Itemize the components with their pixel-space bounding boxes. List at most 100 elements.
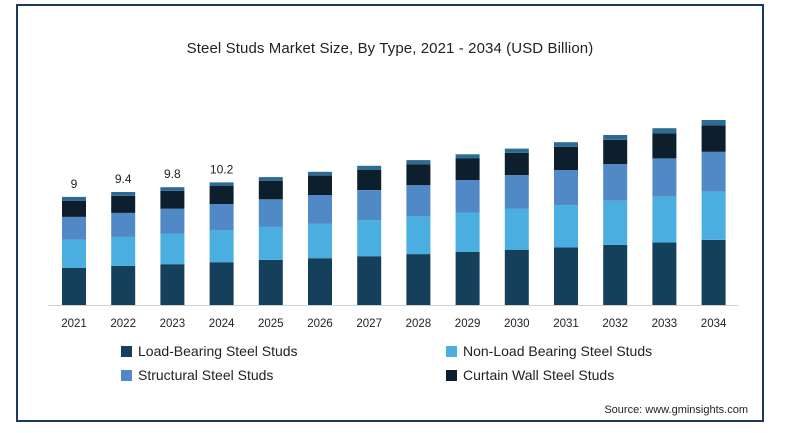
bar-segment-2030-0: [504, 249, 529, 305]
bar-segment-2021-0: [62, 267, 86, 305]
bar-segment-2024-1: [209, 230, 234, 263]
bar-segment-2030-1: [504, 208, 529, 250]
bar-segment-2029-3: [455, 158, 480, 181]
bar-segment-2033-0: [652, 242, 677, 305]
x-tick-2027: 2027: [356, 318, 382, 330]
x-tick-2033: 2033: [652, 318, 678, 330]
bar-segment-2025-4: [258, 177, 283, 181]
legend-item: Non-Load Bearing Steel Studs: [446, 343, 652, 359]
bar-segment-2027-1: [357, 220, 382, 257]
bar-segment-2021-3: [62, 200, 86, 217]
bar-segment-2022-1: [111, 236, 136, 266]
legend-label: Non-Load Bearing Steel Studs: [463, 343, 653, 359]
legend-swatch: [121, 369, 132, 381]
legend-swatch: [446, 369, 457, 381]
bar-segment-2030-3: [504, 152, 529, 176]
bar-segment-2026-2: [308, 195, 332, 224]
bar-segment-2023-2: [160, 208, 185, 234]
bar-segment-2028-1: [406, 216, 431, 255]
x-tick-2021: 2021: [61, 318, 87, 330]
bar-segment-2028-3: [406, 164, 431, 186]
bar-segment-2034-2: [701, 151, 726, 192]
bar-segment-2027-3: [357, 169, 382, 191]
bar-segment-2033-3: [652, 133, 677, 159]
bar-segment-2025-2: [258, 199, 283, 227]
bar-segment-2021-4: [62, 196, 86, 201]
bar-segment-2030-4: [504, 148, 529, 153]
bar-segment-2023-0: [160, 264, 185, 305]
bar-segment-2033-2: [652, 158, 677, 197]
bar-segment-2024-2: [209, 204, 234, 231]
data-label-2021: 9: [71, 177, 78, 191]
bar-segment-2034-4: [701, 120, 726, 126]
chart-title: Steel Studs Market Size, By Type, 2021 -…: [186, 40, 594, 57]
bar-segment-2031-2: [554, 170, 578, 206]
bar-segment-2031-0: [554, 247, 578, 305]
x-tick-2023: 2023: [160, 318, 186, 330]
bar-segment-2025-1: [258, 226, 283, 260]
bar-segment-2031-3: [554, 146, 578, 170]
bar-segment-2033-4: [652, 128, 677, 134]
bar-segment-2032-0: [603, 244, 628, 305]
bar-segment-2026-3: [308, 175, 332, 196]
bar-segment-2026-1: [308, 223, 332, 259]
bar-segment-2023-3: [160, 190, 185, 209]
legend-label: Structural Steel Studs: [138, 367, 274, 383]
bar-segment-2032-1: [603, 200, 628, 245]
chart-frame: Steel Studs Market Size, By Type, 2021 -…: [16, 4, 764, 422]
bar-segment-2033-1: [652, 196, 677, 243]
bar-segment-2027-4: [357, 165, 382, 170]
bar-segment-2029-4: [455, 154, 480, 159]
x-tick-2031: 2031: [553, 318, 579, 330]
bar-segment-2021-1: [62, 239, 86, 268]
bar-segment-2032-3: [603, 139, 628, 165]
bar-segment-2024-3: [209, 186, 234, 204]
bar-segment-2034-1: [701, 191, 726, 240]
x-tick-2026: 2026: [307, 318, 333, 330]
bar-segment-2027-0: [357, 256, 382, 305]
bar-segment-2032-4: [603, 135, 628, 140]
bar-segment-2021-2: [62, 217, 86, 240]
bar-segment-2022-2: [111, 212, 136, 237]
x-tick-2029: 2029: [455, 318, 481, 330]
legend-label: Curtain Wall Steel Studs: [463, 367, 615, 383]
bar-segment-2026-0: [308, 258, 332, 305]
bar-segment-2022-4: [111, 192, 136, 196]
x-tick-2032: 2032: [602, 318, 628, 330]
data-label-2022: 9.4: [115, 172, 132, 186]
source-note: Source: www.gminsights.com: [604, 404, 748, 416]
bar-segment-2029-1: [455, 212, 480, 252]
bar-segment-2034-0: [701, 239, 726, 305]
data-label-2023: 9.8: [164, 167, 181, 181]
bar-segment-2022-3: [111, 195, 136, 213]
x-tick-2034: 2034: [701, 318, 727, 330]
bar-segment-2032-2: [603, 164, 628, 201]
bar-segment-2034-3: [701, 125, 726, 152]
bar-segment-2029-2: [455, 180, 480, 213]
bar-segment-2031-4: [554, 142, 578, 147]
bar-segment-2028-0: [406, 254, 431, 305]
bar-segment-2027-2: [357, 190, 382, 221]
x-tick-2022: 2022: [110, 318, 136, 330]
bar-segment-2024-4: [209, 182, 234, 186]
x-tick-2024: 2024: [209, 318, 235, 330]
bar-segment-2024-0: [209, 262, 234, 305]
legend-item: Structural Steel Studs: [121, 367, 273, 383]
legend-swatch: [446, 345, 457, 357]
bar-segment-2022-0: [111, 265, 136, 305]
legend-label: Load-Bearing Steel Studs: [138, 343, 298, 359]
x-tick-2025: 2025: [258, 318, 284, 330]
bar-segment-2028-2: [406, 185, 431, 217]
legend-item: Curtain Wall Steel Studs: [446, 367, 614, 383]
data-label-2024: 10.2: [210, 162, 234, 176]
legend-swatch: [121, 345, 132, 357]
bar-segment-2028-4: [406, 160, 431, 165]
legend-item: Load-Bearing Steel Studs: [121, 343, 298, 359]
x-tick-2030: 2030: [504, 318, 530, 330]
bar-segment-2023-4: [160, 187, 185, 191]
x-tick-2028: 2028: [406, 318, 432, 330]
bar-segment-2023-1: [160, 233, 185, 265]
bar-segment-2025-0: [258, 260, 283, 305]
bar-segment-2031-1: [554, 205, 578, 248]
